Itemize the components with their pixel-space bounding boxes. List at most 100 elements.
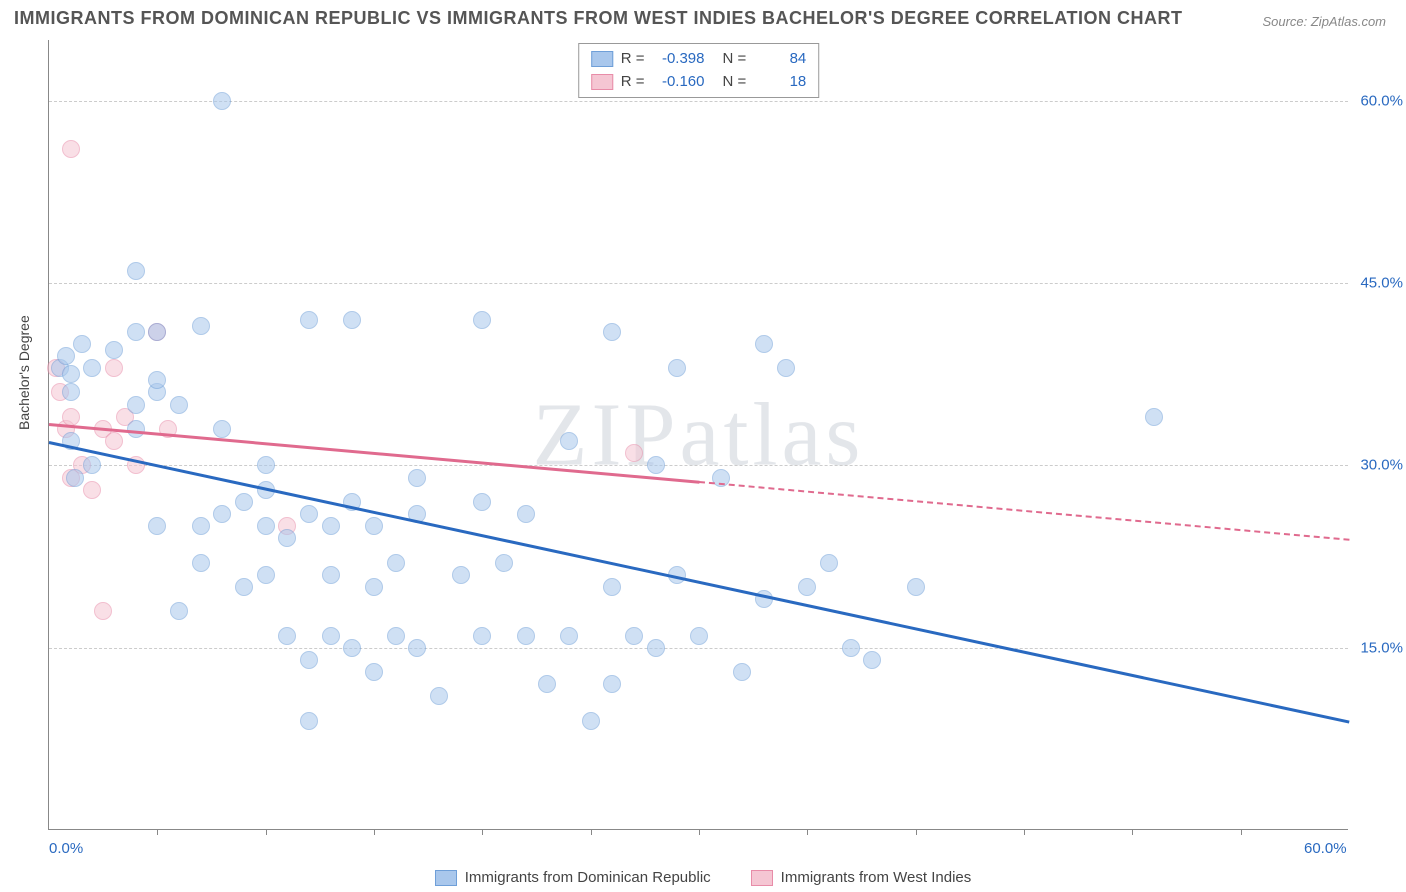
bottom-legend: Immigrants from Dominican Republic Immigr… <box>0 869 1406 886</box>
scatter-point-series1 <box>57 347 75 365</box>
gridline <box>49 648 1348 649</box>
xaxis-tick <box>591 829 592 835</box>
yaxis-tick-label: 15.0% <box>1360 639 1403 656</box>
scatter-point-series1 <box>170 602 188 620</box>
scatter-point-series1 <box>863 651 881 669</box>
scatter-point-series1 <box>473 627 491 645</box>
stat-r-label: R = <box>621 48 645 71</box>
stat-n-value: 18 <box>754 71 806 94</box>
stats-legend: R = -0.398N = 84R = -0.160 N = 18 <box>578 43 820 98</box>
scatter-point-series1 <box>668 359 686 377</box>
scatter-point-series2 <box>62 408 80 426</box>
scatter-point-series2 <box>94 602 112 620</box>
scatter-point-series1 <box>235 578 253 596</box>
scatter-point-series1 <box>387 554 405 572</box>
scatter-point-series1 <box>343 639 361 657</box>
scatter-point-series1 <box>473 311 491 329</box>
scatter-point-series1 <box>127 396 145 414</box>
stat-r-label: R = <box>621 71 645 94</box>
yaxis-tick-label: 30.0% <box>1360 457 1403 474</box>
scatter-point-series1 <box>62 365 80 383</box>
scatter-point-series1 <box>408 469 426 487</box>
scatter-point-series1 <box>365 663 383 681</box>
scatter-point-series1 <box>755 335 773 353</box>
scatter-point-series1 <box>473 493 491 511</box>
scatter-point-series1 <box>842 639 860 657</box>
scatter-point-series1 <box>365 517 383 535</box>
scatter-point-series1 <box>777 359 795 377</box>
xaxis-tick <box>1132 829 1133 835</box>
scatter-point-series1 <box>213 420 231 438</box>
scatter-point-series1 <box>430 687 448 705</box>
scatter-point-series1 <box>387 627 405 645</box>
scatter-point-series1 <box>278 627 296 645</box>
scatter-point-series1 <box>625 627 643 645</box>
stat-n-label: N = <box>723 71 747 94</box>
legend-swatch <box>591 51 613 67</box>
scatter-point-series2 <box>105 432 123 450</box>
yaxis-tick-label: 60.0% <box>1360 92 1403 109</box>
xaxis-tick <box>266 829 267 835</box>
scatter-point-series1 <box>62 383 80 401</box>
scatter-point-series1 <box>300 651 318 669</box>
xaxis-tick <box>374 829 375 835</box>
scatter-point-series1 <box>257 566 275 584</box>
xaxis-tick <box>1024 829 1025 835</box>
scatter-point-series1 <box>647 456 665 474</box>
scatter-point-series1 <box>300 505 318 523</box>
scatter-point-series1 <box>300 311 318 329</box>
legend-swatch <box>751 870 773 886</box>
scatter-point-series2 <box>83 481 101 499</box>
regression-line-series2 <box>49 423 699 483</box>
scatter-point-series1 <box>603 323 621 341</box>
gridline <box>49 283 1348 284</box>
legend-item: Immigrants from West Indies <box>751 869 972 886</box>
legend-label: Immigrants from Dominican Republic <box>465 869 711 886</box>
stat-n-value: 84 <box>754 48 806 71</box>
scatter-point-series1 <box>170 396 188 414</box>
scatter-point-series1 <box>322 627 340 645</box>
scatter-point-series1 <box>148 323 166 341</box>
source-attribution: Source: ZipAtlas.com <box>1262 14 1386 29</box>
stats-legend-row: R = -0.160 N = 18 <box>591 71 807 94</box>
scatter-point-series1 <box>192 517 210 535</box>
stat-r-value: -0.160 <box>653 71 705 94</box>
scatter-point-series1 <box>127 262 145 280</box>
yaxis-tick-label: 45.0% <box>1360 275 1403 292</box>
stats-legend-row: R = -0.398N = 84 <box>591 48 807 71</box>
scatter-point-series1 <box>907 578 925 596</box>
scatter-point-series1 <box>148 517 166 535</box>
scatter-point-series1 <box>560 432 578 450</box>
scatter-point-series1 <box>690 627 708 645</box>
xaxis-tick <box>157 829 158 835</box>
gridline <box>49 465 1348 466</box>
xaxis-tick <box>807 829 808 835</box>
scatter-point-series1 <box>517 627 535 645</box>
scatter-point-series1 <box>408 639 426 657</box>
scatter-point-series1 <box>733 663 751 681</box>
scatter-point-series1 <box>322 517 340 535</box>
scatter-point-series1 <box>603 578 621 596</box>
regression-line-series2-dashed <box>699 481 1349 541</box>
scatter-point-series1 <box>647 639 665 657</box>
scatter-point-series1 <box>192 317 210 335</box>
scatter-point-series1 <box>452 566 470 584</box>
legend-label: Immigrants from West Indies <box>781 869 972 886</box>
xaxis-tick-label: 60.0% <box>1304 840 1347 857</box>
scatter-point-series1 <box>257 456 275 474</box>
scatter-point-series1 <box>83 456 101 474</box>
legend-swatch <box>591 74 613 90</box>
scatter-point-series1 <box>127 323 145 341</box>
scatter-point-series1 <box>560 627 578 645</box>
scatter-point-series1 <box>213 92 231 110</box>
scatter-point-series2 <box>105 359 123 377</box>
stat-r-value: -0.398 <box>653 48 705 71</box>
scatter-point-series1 <box>1145 408 1163 426</box>
xaxis-tick-label: 0.0% <box>49 840 83 857</box>
plot-area: ZIPatlas R = -0.398N = 84R = -0.160N = 1… <box>48 40 1348 830</box>
chart-title: IMMIGRANTS FROM DOMINICAN REPUBLIC VS IM… <box>14 8 1182 29</box>
scatter-point-series1 <box>278 529 296 547</box>
legend-item: Immigrants from Dominican Republic <box>435 869 711 886</box>
scatter-point-series1 <box>105 341 123 359</box>
scatter-point-series1 <box>603 675 621 693</box>
